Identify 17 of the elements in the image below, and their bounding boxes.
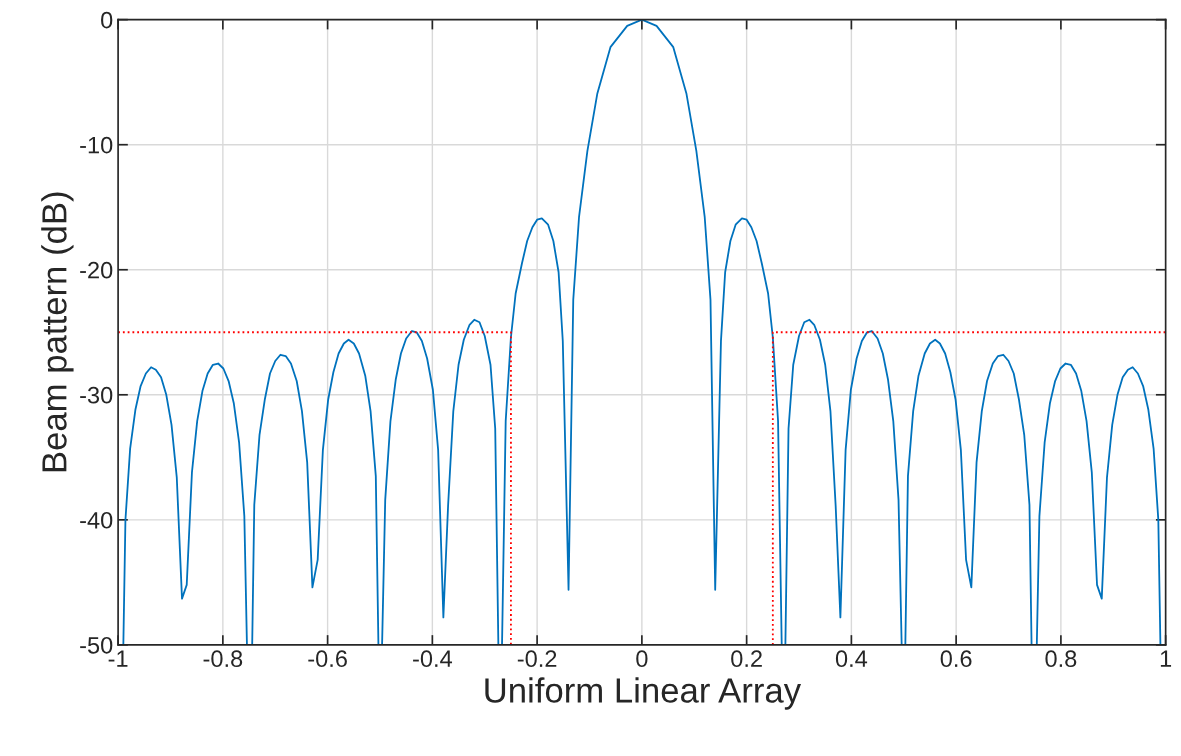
x-tick-label: -0.8 bbox=[203, 650, 243, 668]
y-tick-label: -10 bbox=[80, 136, 113, 154]
x-tick-label: 0.4 bbox=[835, 650, 868, 668]
x-tick-label: 0.6 bbox=[940, 650, 972, 668]
x-tick-label: -0.6 bbox=[308, 650, 347, 668]
y-tick-label: -30 bbox=[80, 386, 113, 404]
y-tick-label: -20 bbox=[80, 261, 113, 279]
x-tick-label: 1 bbox=[1160, 650, 1172, 667]
x-axis-title: Uniform Linear Array bbox=[485, 677, 802, 710]
x-tick-label: 0.8 bbox=[1045, 650, 1077, 668]
x-tick-label: 0.2 bbox=[731, 650, 762, 668]
x-tick-label: 0 bbox=[636, 650, 648, 668]
y-tick-label: -40 bbox=[80, 511, 113, 529]
y-axis-title: Beam pattern (dB) bbox=[41, 192, 74, 472]
x-tick-label: -0.4 bbox=[413, 650, 453, 668]
x-tick-label: -0.2 bbox=[517, 650, 557, 668]
y-tick-label: 0 bbox=[101, 11, 113, 29]
